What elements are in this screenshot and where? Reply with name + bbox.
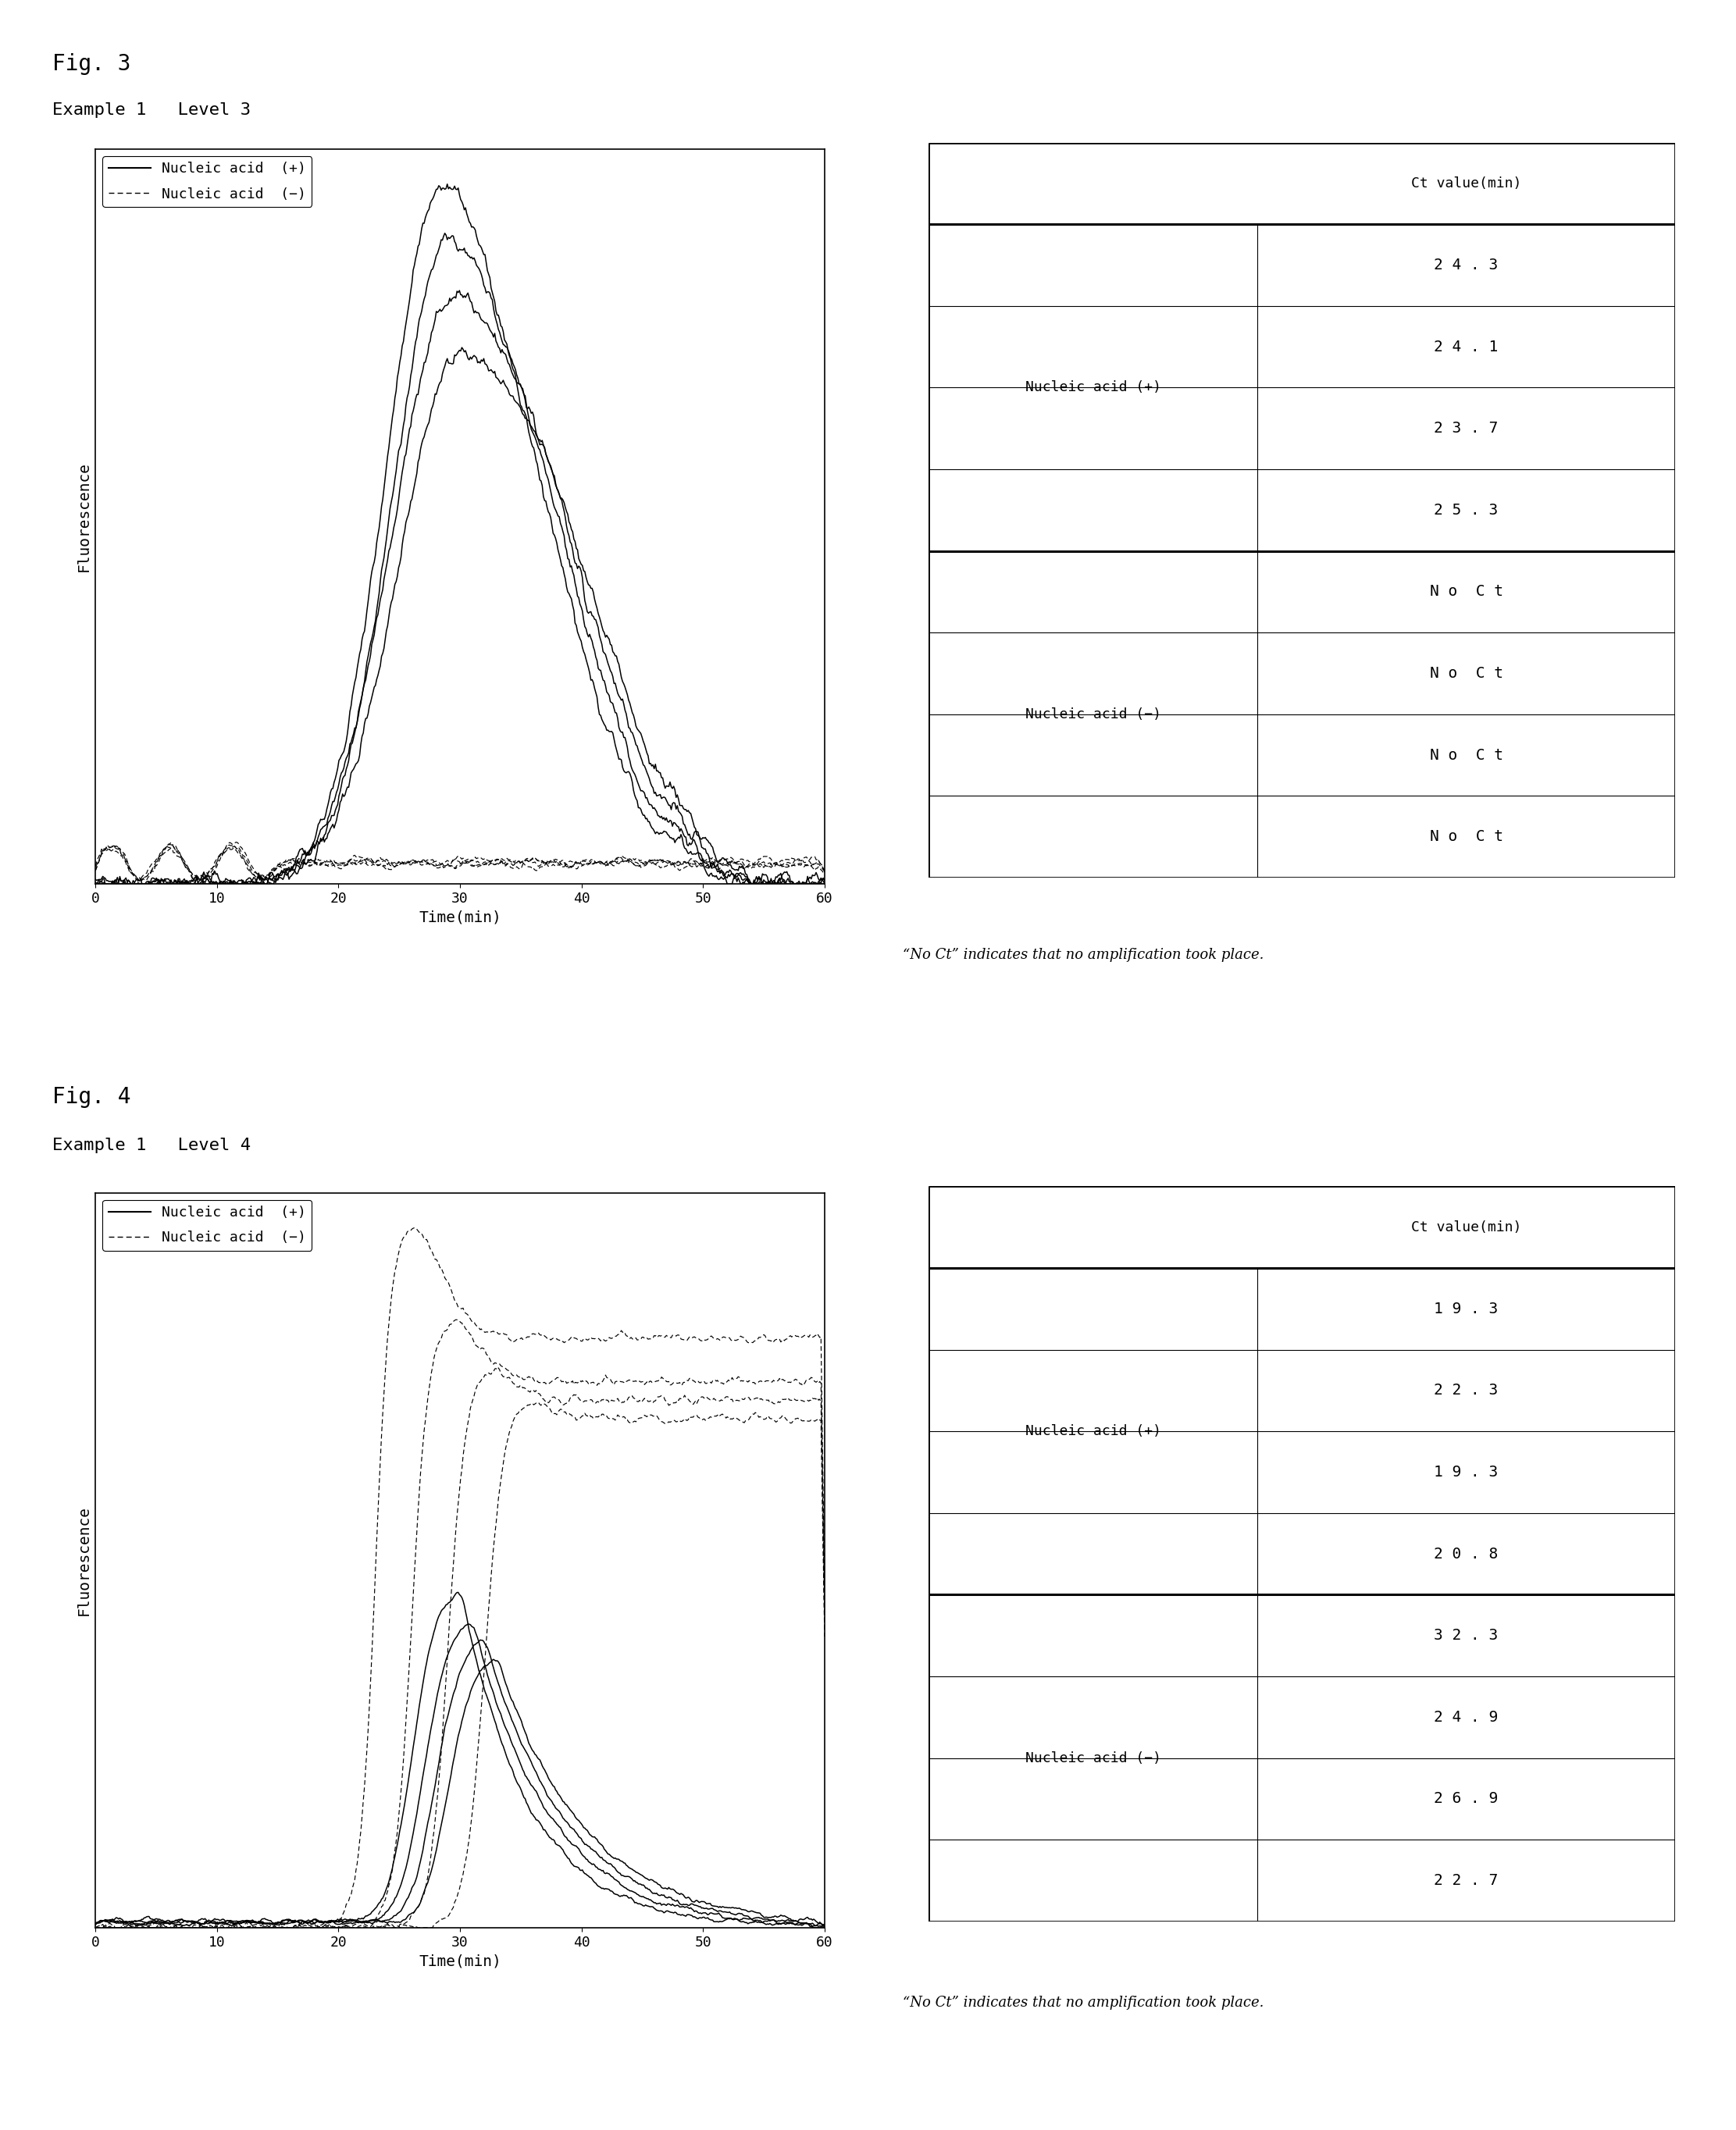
Text: N o  C t: N o C t xyxy=(1429,667,1503,682)
Text: Nucleic acid (−): Nucleic acid (−) xyxy=(1024,1751,1161,1766)
Text: 1 9 . 3: 1 9 . 3 xyxy=(1434,1301,1498,1316)
Text: Nucleic acid (+): Nucleic acid (+) xyxy=(1024,381,1161,394)
Text: Ct value(min): Ct value(min) xyxy=(1411,1220,1521,1233)
Text: 2 4 . 9: 2 4 . 9 xyxy=(1434,1710,1498,1725)
Text: Nucleic acid (+): Nucleic acid (+) xyxy=(1024,1425,1161,1438)
Text: 2 4 . 1: 2 4 . 1 xyxy=(1434,339,1498,354)
Text: Fig. 4: Fig. 4 xyxy=(52,1086,130,1108)
Text: 2 0 . 8: 2 0 . 8 xyxy=(1434,1546,1498,1561)
Text: 2 6 . 9: 2 6 . 9 xyxy=(1434,1791,1498,1806)
Text: Nucleic acid (−): Nucleic acid (−) xyxy=(1024,707,1161,722)
X-axis label: Time(min): Time(min) xyxy=(418,910,502,924)
Text: 2 2 . 7: 2 2 . 7 xyxy=(1434,1872,1498,1887)
Text: Ct value(min): Ct value(min) xyxy=(1411,177,1521,190)
Text: “No Ct” indicates that no amplification took place.: “No Ct” indicates that no amplification … xyxy=(903,1996,1264,2011)
Text: N o  C t: N o C t xyxy=(1429,748,1503,763)
Text: N o  C t: N o C t xyxy=(1429,584,1503,599)
Legend: Nucleic acid  (+), Nucleic acid  (−): Nucleic acid (+), Nucleic acid (−) xyxy=(102,1199,312,1250)
Y-axis label: Fluorescence: Fluorescence xyxy=(76,462,92,571)
Text: 2 2 . 3: 2 2 . 3 xyxy=(1434,1382,1498,1397)
Text: “No Ct” indicates that no amplification took place.: “No Ct” indicates that no amplification … xyxy=(903,948,1264,963)
Text: Fig. 3: Fig. 3 xyxy=(52,53,130,75)
Legend: Nucleic acid  (+), Nucleic acid  (−): Nucleic acid (+), Nucleic acid (−) xyxy=(102,155,312,207)
Text: 2 5 . 3: 2 5 . 3 xyxy=(1434,503,1498,518)
Text: 2 3 . 7: 2 3 . 7 xyxy=(1434,422,1498,437)
Y-axis label: Fluorescence: Fluorescence xyxy=(76,1506,92,1615)
Text: 2 4 . 3: 2 4 . 3 xyxy=(1434,258,1498,273)
Text: Example 1   Level 4: Example 1 Level 4 xyxy=(52,1137,250,1152)
Text: N o  C t: N o C t xyxy=(1429,829,1503,843)
Text: Example 1   Level 3: Example 1 Level 3 xyxy=(52,102,250,117)
Text: 1 9 . 3: 1 9 . 3 xyxy=(1434,1465,1498,1480)
Text: 3 2 . 3: 3 2 . 3 xyxy=(1434,1627,1498,1642)
X-axis label: Time(min): Time(min) xyxy=(418,1953,502,1968)
